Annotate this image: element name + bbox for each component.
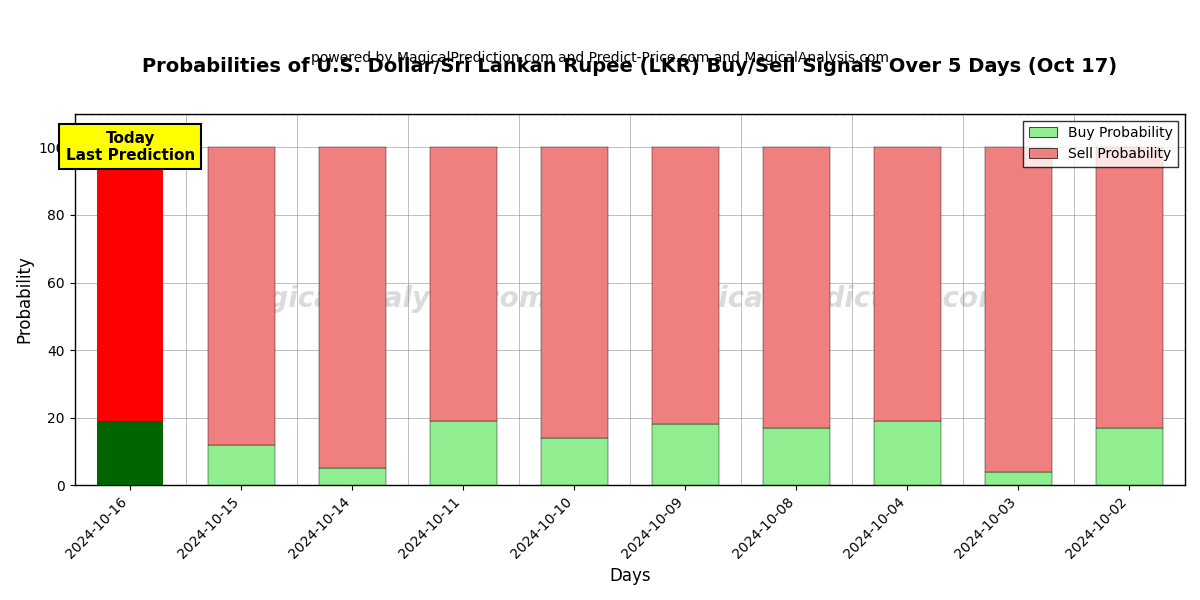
Bar xyxy=(430,148,497,421)
Bar xyxy=(319,468,385,485)
X-axis label: Days: Days xyxy=(610,567,650,585)
Bar xyxy=(541,148,607,438)
Bar xyxy=(652,424,719,485)
Bar xyxy=(541,438,607,485)
Bar xyxy=(1096,148,1163,428)
Bar xyxy=(652,148,719,424)
Legend: Buy Probability, Sell Probability: Buy Probability, Sell Probability xyxy=(1024,121,1178,167)
Text: powered by MagicalPrediction.com and Predict-Price.com and MagicalAnalysis.com: powered by MagicalPrediction.com and Pre… xyxy=(311,51,889,65)
Bar xyxy=(874,148,941,421)
Text: Today
Last Prediction: Today Last Prediction xyxy=(66,131,194,163)
Bar xyxy=(319,148,385,468)
Bar xyxy=(97,421,163,485)
Bar xyxy=(985,148,1051,472)
Text: MagicalAnalysis.com: MagicalAnalysis.com xyxy=(223,286,548,313)
Bar xyxy=(97,148,163,421)
Bar xyxy=(763,428,829,485)
Y-axis label: Probability: Probability xyxy=(16,256,34,343)
Bar xyxy=(208,445,275,485)
Bar xyxy=(1096,428,1163,485)
Bar xyxy=(430,421,497,485)
Bar xyxy=(985,472,1051,485)
Bar xyxy=(208,148,275,445)
Bar xyxy=(874,421,941,485)
Text: MagicalPrediction.com: MagicalPrediction.com xyxy=(652,286,1007,313)
Title: Probabilities of U.S. Dollar/Sri Lankan Rupee (LKR) Buy/Sell Signals Over 5 Days: Probabilities of U.S. Dollar/Sri Lankan … xyxy=(143,57,1117,76)
Bar xyxy=(763,148,829,428)
